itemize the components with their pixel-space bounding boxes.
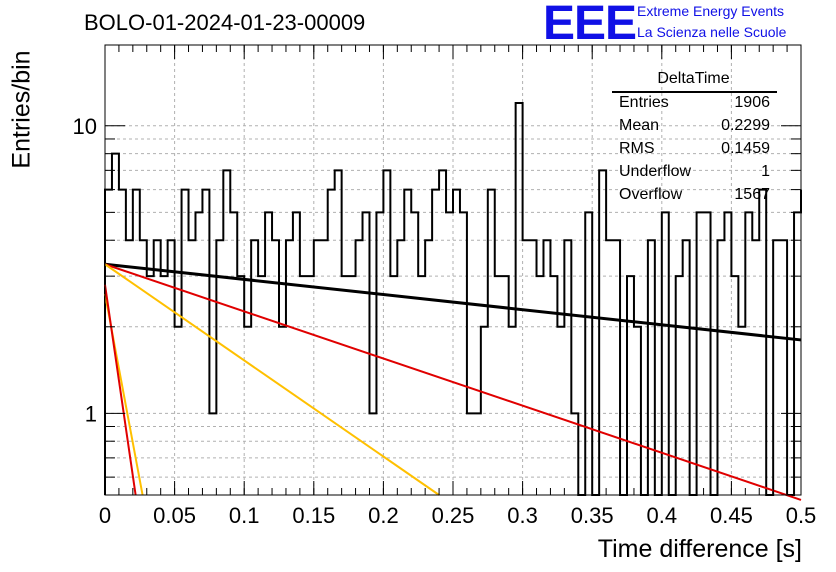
stat-label-overflow: Overflow <box>619 186 683 203</box>
x-tick-label: 0.5 <box>786 503 817 528</box>
x-tick-label: 0.05 <box>153 503 196 528</box>
fit-curve-4 <box>104 284 137 496</box>
x-tick-label: 0.25 <box>432 503 475 528</box>
stat-value-entries: 1906 <box>734 94 770 111</box>
y-tick-label: 10 <box>73 114 97 139</box>
y-tick-label: 1 <box>85 401 97 426</box>
x-tick-label: 0.3 <box>507 503 538 528</box>
x-tick-label: 0.35 <box>571 503 614 528</box>
logo-line-2: La Scienza nelle Scuole <box>637 24 787 40</box>
stat-label-underflow: Underflow <box>619 163 692 180</box>
fit-curve-1 <box>104 263 802 501</box>
fit-curve-2 <box>104 263 440 496</box>
stat-value-underflow: 1 <box>761 163 770 180</box>
x-tick-label: 0.45 <box>710 503 753 528</box>
logo-line-1: Extreme Energy Events <box>637 3 785 19</box>
x-tick-label: 0.1 <box>229 503 260 528</box>
x-tick-label: 0.15 <box>292 503 335 528</box>
histogram-steps <box>104 102 802 496</box>
fit-curve-0 <box>104 262 802 342</box>
stat-label-entries: Entries <box>619 94 669 111</box>
stat-label-mean: Mean <box>619 117 660 134</box>
chart-title: BOLO-01-2024-01-23-00009 <box>84 10 366 35</box>
x-tick-label: 0.4 <box>647 503 678 528</box>
x-tick-label: 0.2 <box>368 503 399 528</box>
x-axis-label: Time difference [s] <box>597 535 802 563</box>
y-axis-label: Entries/bin <box>7 50 36 169</box>
stat-value-mean: 0.2299 <box>721 117 770 134</box>
stat-value-rms: 0.1459 <box>721 140 770 157</box>
stats-box-title: DeltaTime <box>657 70 730 87</box>
x-tick-label: 0 <box>99 503 111 528</box>
stat-label-rms: RMS <box>619 140 655 157</box>
stat-value-overflow: 1567 <box>734 186 770 203</box>
eee-logo: EEE <box>543 0 637 50</box>
